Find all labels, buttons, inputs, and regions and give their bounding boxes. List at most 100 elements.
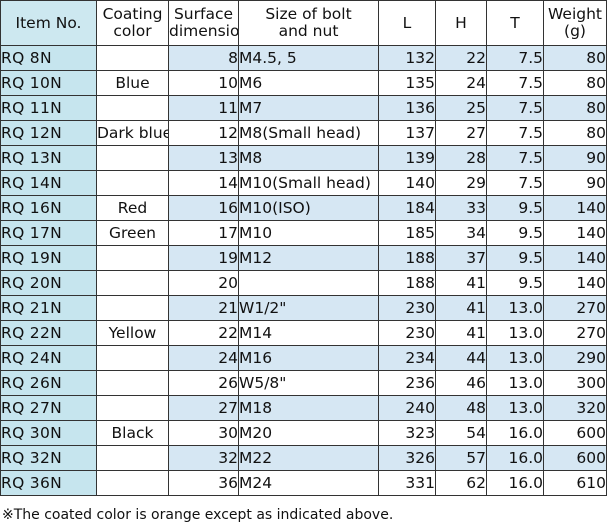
weight-cell: 290 — [543, 345, 607, 371]
bolt-nut-size-cell: M12 — [238, 245, 379, 271]
height-H-cell: 28 — [435, 145, 487, 171]
surface-dimension-cell: 13 — [168, 145, 239, 171]
length-L-cell: 230 — [378, 295, 436, 321]
item-no-cell: RQ 36N — [0, 470, 97, 496]
coating-color-cell — [96, 170, 169, 196]
table-row: RQ 22N Yellow 22 M14 230 41 13.0 270 — [0, 320, 607, 346]
length-L-cell: 234 — [378, 345, 436, 371]
height-H-cell: 62 — [435, 470, 487, 496]
surface-dimension-cell: 11 — [168, 95, 239, 121]
height-H-cell: 22 — [435, 45, 487, 71]
weight-cell: 320 — [543, 395, 607, 421]
height-H-cell: 41 — [435, 295, 487, 321]
weight-cell: 80 — [543, 95, 607, 121]
coating-color-cell — [96, 345, 169, 371]
height-H-cell: 37 — [435, 245, 487, 271]
header-bolt-nut-size: Size of bolt and nut — [238, 0, 379, 46]
item-no-cell: RQ 14N — [0, 170, 97, 196]
surface-dimension-cell: 14 — [168, 170, 239, 196]
table-row: RQ 16N Red 16 M10(ISO) 184 33 9.5 140 — [0, 195, 607, 221]
height-H-cell: 41 — [435, 320, 487, 346]
item-no-cell: RQ 13N — [0, 145, 97, 171]
surface-dimension-cell: 21 — [168, 295, 239, 321]
coating-color-cell — [96, 370, 169, 396]
height-H-cell: 29 — [435, 170, 487, 196]
length-L-cell: 331 — [378, 470, 436, 496]
surface-dimension-cell: 36 — [168, 470, 239, 496]
length-L-cell: 230 — [378, 320, 436, 346]
header-weight: Weight (g) — [543, 0, 607, 46]
weight-cell: 140 — [543, 220, 607, 246]
height-H-cell: 41 — [435, 270, 487, 296]
coating-color-cell — [96, 470, 169, 496]
bolt-nut-size-cell: M4.5, 5 — [238, 45, 379, 71]
header-surface-dimensions: Surfacedimensions — [168, 0, 239, 46]
coating-color-cell: Blue — [96, 70, 169, 96]
thickness-T-cell: 7.5 — [486, 170, 544, 196]
header-L: L — [378, 0, 436, 46]
thickness-T-cell: 9.5 — [486, 195, 544, 221]
table-row: RQ 11N 11 M7 136 25 7.5 80 — [0, 95, 607, 121]
height-H-cell: 46 — [435, 370, 487, 396]
thickness-T-cell: 16.0 — [486, 445, 544, 471]
weight-cell: 80 — [543, 70, 607, 96]
bolt-nut-size-cell: M14 — [238, 320, 379, 346]
thickness-T-cell: 16.0 — [486, 470, 544, 496]
item-no-cell: RQ 30N — [0, 420, 97, 446]
length-L-cell: 240 — [378, 395, 436, 421]
surface-dimension-cell: 26 — [168, 370, 239, 396]
bolt-nut-size-cell: M20 — [238, 420, 379, 446]
table-row: RQ 30N Black 30 M20 323 54 16.0 600 — [0, 420, 607, 446]
table-row: RQ 8N 8 M4.5, 5 132 22 7.5 80 — [0, 45, 607, 71]
weight-cell: 610 — [543, 470, 607, 496]
coating-color-cell: Yellow — [96, 320, 169, 346]
table-row: RQ 27N 27 M18 240 48 13.0 320 — [0, 395, 607, 421]
table-row: RQ 32N 32 M22 326 57 16.0 600 — [0, 445, 607, 471]
surface-dimension-cell: 30 — [168, 420, 239, 446]
length-L-cell: 137 — [378, 120, 436, 146]
length-L-cell: 140 — [378, 170, 436, 196]
thickness-T-cell: 13.0 — [486, 370, 544, 396]
thickness-T-cell: 7.5 — [486, 45, 544, 71]
thickness-T-cell: 16.0 — [486, 420, 544, 446]
coating-color-cell — [96, 95, 169, 121]
length-L-cell: 184 — [378, 195, 436, 221]
header-item-no: Item No. — [0, 0, 97, 46]
height-H-cell: 48 — [435, 395, 487, 421]
item-no-cell: RQ 11N — [0, 95, 97, 121]
surface-dimension-cell: 8 — [168, 45, 239, 71]
thickness-T-cell: 13.0 — [486, 395, 544, 421]
weight-cell: 90 — [543, 170, 607, 196]
length-L-cell: 136 — [378, 95, 436, 121]
length-L-cell: 323 — [378, 420, 436, 446]
surface-dimension-cell: 10 — [168, 70, 239, 96]
bolt-nut-size-cell: M6 — [238, 70, 379, 96]
bolt-nut-size-cell: M7 — [238, 95, 379, 121]
length-L-cell: 135 — [378, 70, 436, 96]
item-no-cell: RQ 16N — [0, 195, 97, 221]
weight-cell: 80 — [543, 45, 607, 71]
item-no-cell: RQ 22N — [0, 320, 97, 346]
coating-color-cell: Red — [96, 195, 169, 221]
length-L-cell: 326 — [378, 445, 436, 471]
surface-dimension-cell: 20 — [168, 270, 239, 296]
item-no-cell: RQ 8N — [0, 45, 97, 71]
coating-color-cell — [96, 395, 169, 421]
coating-color-cell — [96, 245, 169, 271]
height-H-cell: 54 — [435, 420, 487, 446]
height-H-cell: 57 — [435, 445, 487, 471]
height-H-cell: 25 — [435, 95, 487, 121]
length-L-cell: 188 — [378, 245, 436, 271]
bolt-nut-size-cell — [238, 270, 379, 296]
table-row: RQ 24N 24 M16 234 44 13.0 290 — [0, 345, 607, 371]
weight-cell: 80 — [543, 120, 607, 146]
table-row: RQ 13N 13 M8 139 28 7.5 90 — [0, 145, 607, 171]
surface-dimension-cell: 17 — [168, 220, 239, 246]
weight-cell: 140 — [543, 195, 607, 221]
height-H-cell: 44 — [435, 345, 487, 371]
table-row: RQ 36N 36 M24 331 62 16.0 610 — [0, 470, 607, 496]
height-H-cell: 34 — [435, 220, 487, 246]
length-L-cell: 185 — [378, 220, 436, 246]
